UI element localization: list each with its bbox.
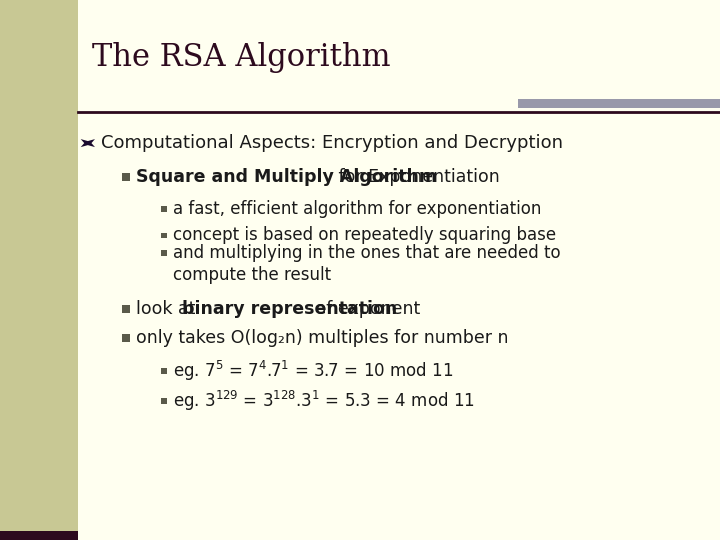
Text: concept is based on repeatedly squaring base: concept is based on repeatedly squaring … xyxy=(173,226,556,245)
Text: look at: look at xyxy=(136,300,201,318)
Bar xyxy=(161,251,167,256)
Polygon shape xyxy=(81,139,95,147)
Text: eg. 3$^{129}$ = 3$^{128}$.3$^1$ = 5.3 = 4 mod 11: eg. 3$^{129}$ = 3$^{128}$.3$^1$ = 5.3 = … xyxy=(173,389,474,413)
Text: and multiplying in the ones that are needed to: and multiplying in the ones that are nee… xyxy=(173,244,560,262)
Bar xyxy=(122,173,130,180)
Bar xyxy=(161,206,167,212)
Bar xyxy=(0,531,78,540)
Text: compute the result: compute the result xyxy=(173,266,331,284)
Bar xyxy=(161,398,167,403)
Bar xyxy=(122,305,130,313)
Text: a fast, efficient algorithm for exponentiation: a fast, efficient algorithm for exponent… xyxy=(173,200,541,218)
Bar xyxy=(122,334,130,342)
Text: binary representation: binary representation xyxy=(182,300,397,318)
Text: Square and Multiply Algorithm: Square and Multiply Algorithm xyxy=(136,167,437,186)
Bar xyxy=(161,233,167,238)
Text: of exponent: of exponent xyxy=(310,300,420,318)
Text: for Exponentiation: for Exponentiation xyxy=(333,167,500,186)
Bar xyxy=(161,368,167,374)
Text: Computational Aspects: Encryption and Decryption: Computational Aspects: Encryption and De… xyxy=(101,134,563,152)
Text: The RSA Algorithm: The RSA Algorithm xyxy=(92,42,391,73)
Text: eg. 7$^5$ = 7$^4$.7$^1$ = 3.7 = 10 mod 11: eg. 7$^5$ = 7$^4$.7$^1$ = 3.7 = 10 mod 1… xyxy=(173,359,453,383)
Bar xyxy=(0,0,78,540)
Text: only takes O(log₂n) multiples for number n: only takes O(log₂n) multiples for number… xyxy=(136,329,508,347)
Bar xyxy=(518,99,720,108)
